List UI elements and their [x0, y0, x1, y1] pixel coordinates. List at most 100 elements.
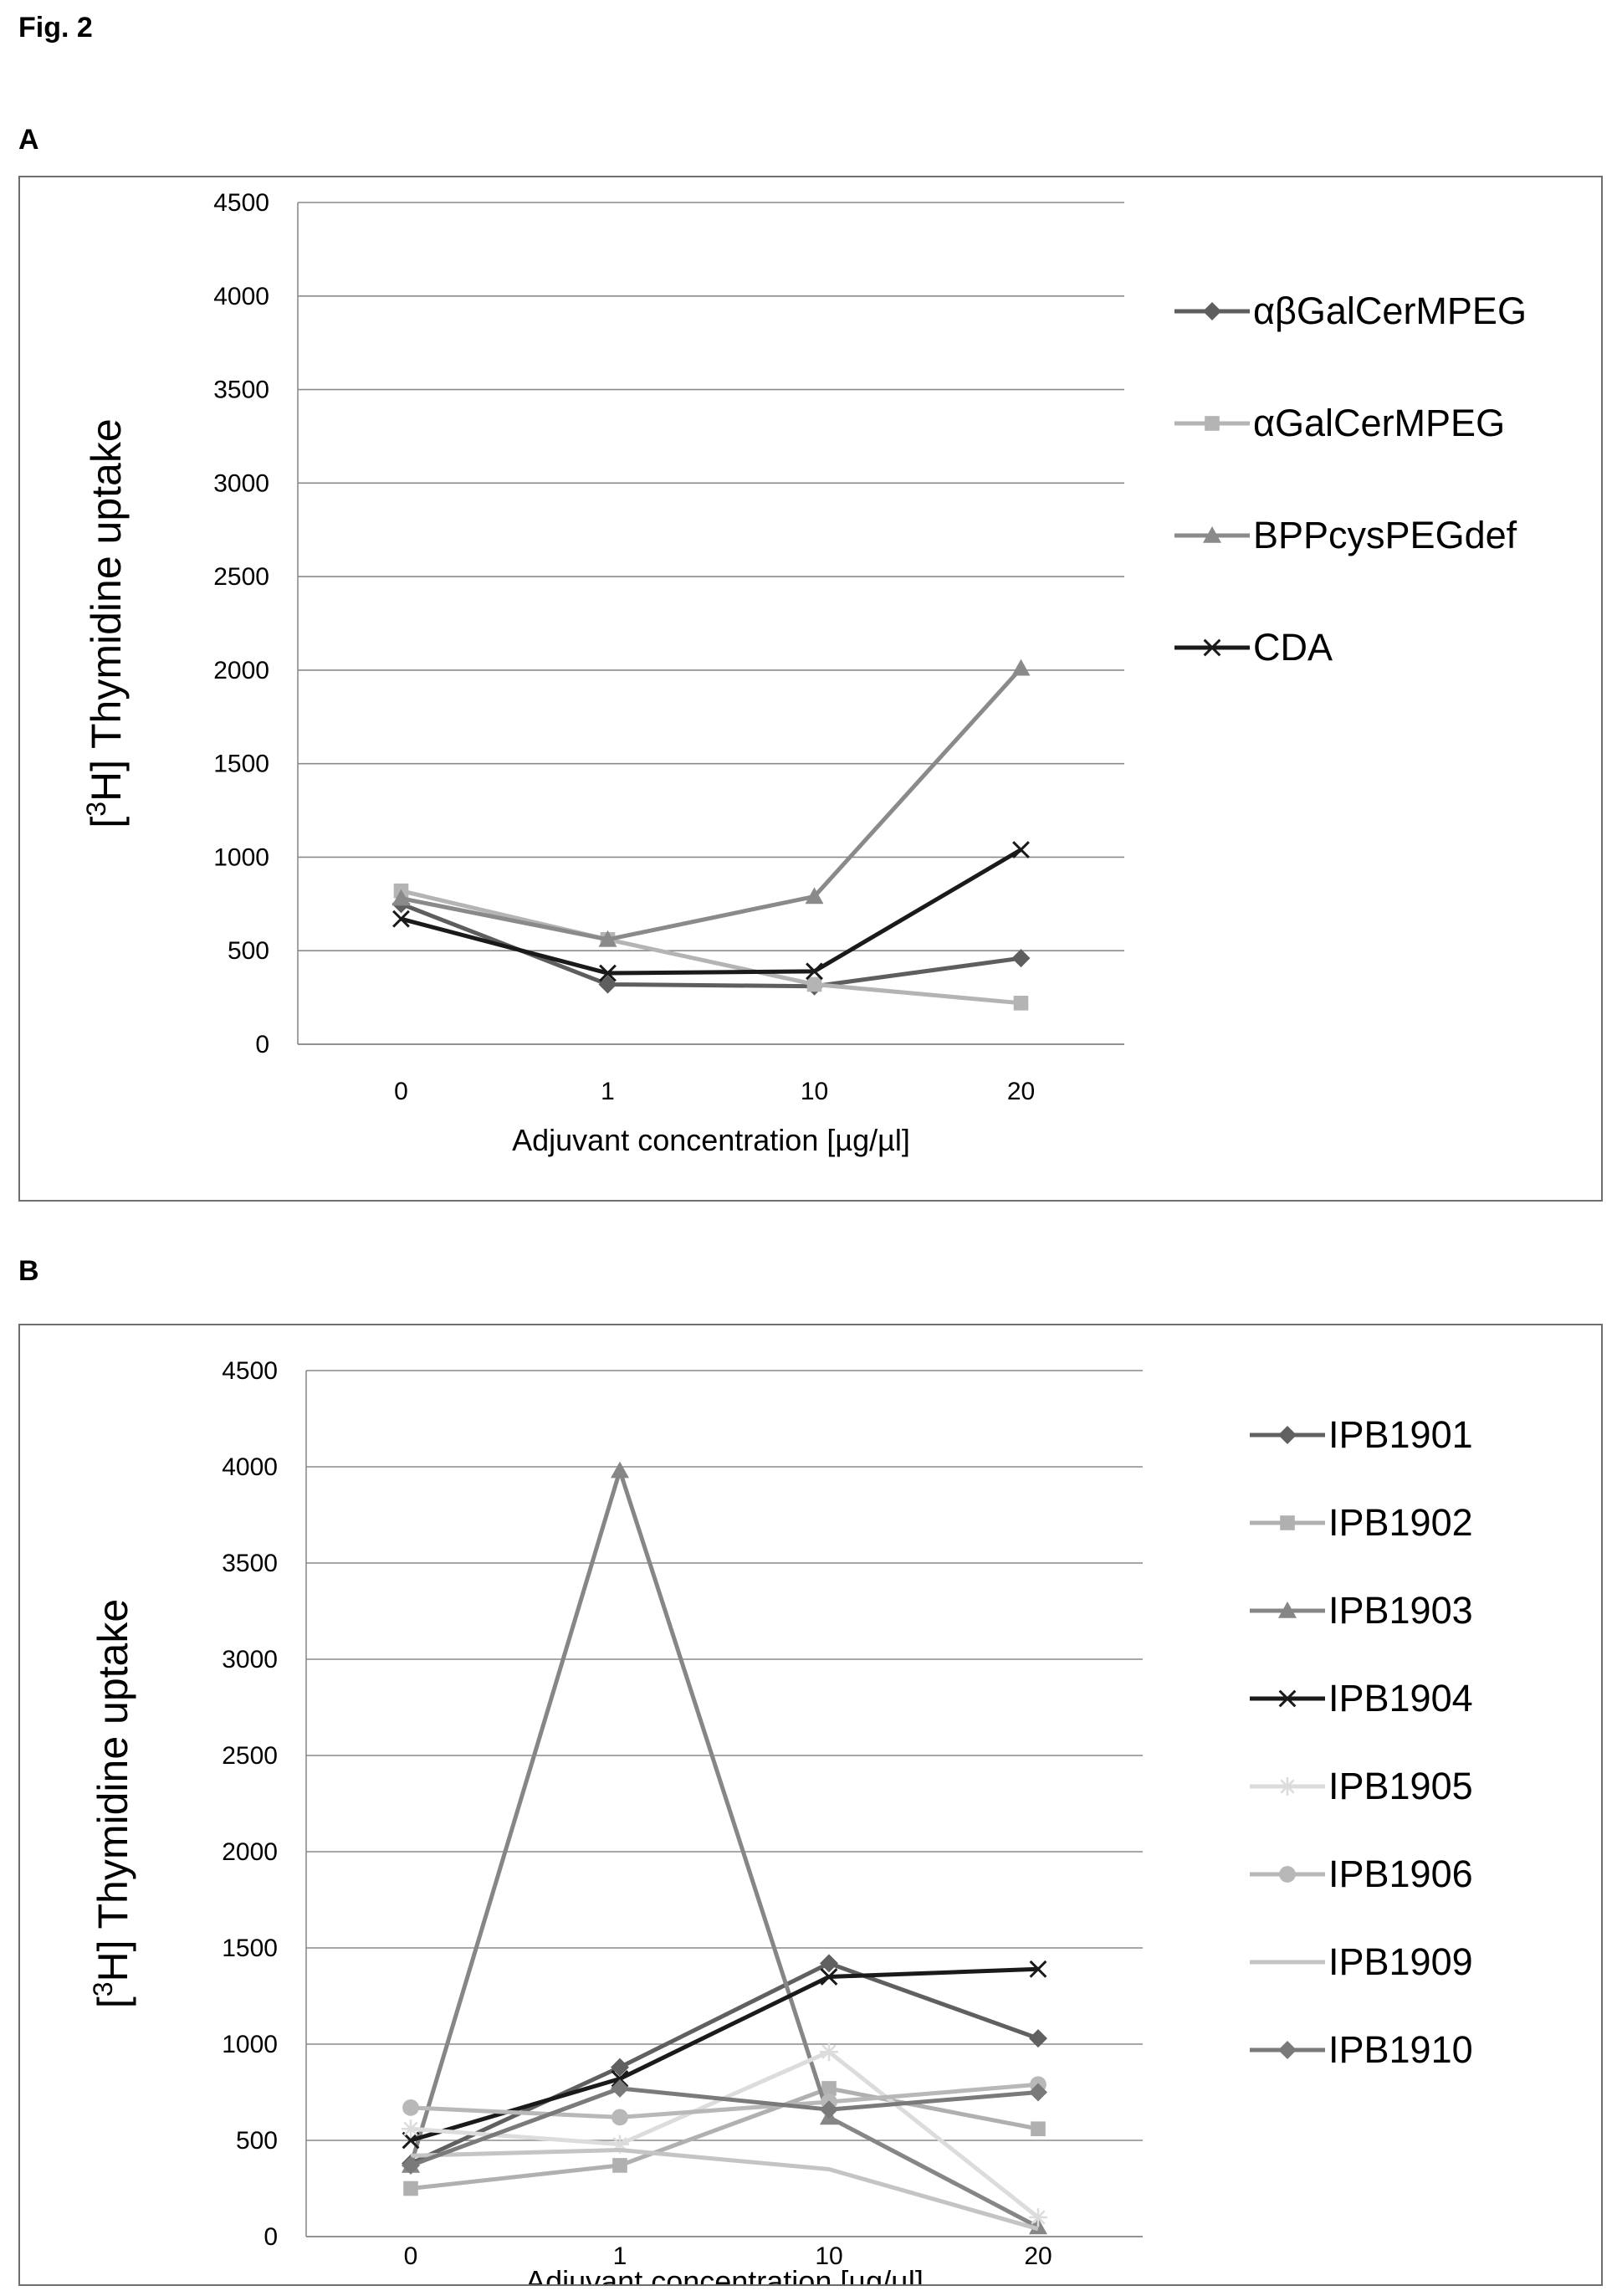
y-tick-label: 3500 [222, 1550, 278, 1577]
x-tick-label: 0 [394, 1078, 408, 1105]
chart-a-svg: 0 500 1000 1500 2000 2500 3000 3500 4000 4500 0 1 10… [81, 189, 1527, 1157]
y-tick-label: 4000 [213, 283, 269, 310]
y-axis-title-part: H] Thymidine uptake [83, 418, 130, 802]
legend-entry: αβGalCerMPEG [1174, 290, 1527, 332]
series-line [408, 1468, 1040, 2229]
data-point [611, 2109, 628, 2126]
series-CDA [392, 841, 1030, 982]
y-tick-label: 1500 [213, 751, 269, 778]
data-point [402, 2099, 419, 2116]
legend-marker [1278, 1602, 1297, 1618]
y-tick-label: 1000 [213, 843, 269, 871]
series-line [410, 2049, 1040, 2219]
series-line [400, 848, 1022, 976]
data-point [598, 975, 617, 994]
data-point [806, 962, 823, 981]
data-point [806, 976, 822, 992]
y-tick-label: 3000 [222, 1646, 278, 1673]
grid-lines [298, 202, 1124, 1045]
legend-label: IPB1905 [1328, 1765, 1473, 1807]
data-point [611, 2135, 629, 2154]
data-point [821, 2081, 837, 2096]
panel-label-b: B [18, 1255, 39, 1287]
legend-label: IPB1904 [1328, 1677, 1473, 1719]
legend-label: αGalCerMPEG [1253, 402, 1505, 444]
y-tick-label: 4500 [213, 189, 269, 217]
data-point [820, 1954, 838, 1973]
legend-marker [1203, 526, 1221, 543]
series-line [410, 2082, 1039, 2119]
chart-panel-b: 0 500 1000 1500 2000 2500 3000 3500 4000 4500 0 1 10… [18, 1324, 1603, 2296]
y-tick-label: 500 [228, 937, 269, 965]
data-point [1029, 2208, 1047, 2227]
legend-label: IPB1910 [1328, 2028, 1473, 2071]
x-axis-title: Adjuvant concentration [µg/µl] [525, 2264, 924, 2284]
legend-marker [1279, 1866, 1296, 1883]
x-tick-label: 10 [801, 1078, 828, 1105]
legend-marker [1278, 2041, 1297, 2059]
series-line [400, 889, 1021, 1006]
legend-entry: IPB1903 [1250, 1589, 1473, 1632]
data-point [611, 2069, 629, 2088]
y-axis-title-part: [ [90, 1996, 136, 2008]
legend-entry: IPB1905 [1250, 1765, 1473, 1807]
x-tick-label: 20 [1007, 1078, 1035, 1105]
series-IPB1903 [402, 1461, 1047, 2235]
chart-panel-a: 0 500 1000 1500 2000 2500 3000 3500 4000 4500 0 1 10… [18, 176, 1603, 1202]
data-point [805, 887, 824, 905]
legend-entry: IPB1909 [1250, 1940, 1473, 1983]
data-point [1012, 841, 1030, 858]
data-point [612, 2158, 627, 2173]
legend-label: IPB1903 [1328, 1589, 1473, 1632]
data-point [1029, 2029, 1047, 2048]
legend-marker [1278, 1426, 1297, 1444]
series-line [410, 2086, 1039, 2191]
data-point [611, 2078, 629, 2098]
legend-marker [1203, 302, 1221, 320]
legend-label: IPB1901 [1328, 1413, 1473, 1456]
series-line [410, 2086, 1039, 2168]
y-axis-title-part: [ [83, 817, 130, 828]
y-tick-label: 3500 [213, 377, 269, 404]
y-tick-label: 2500 [222, 1742, 278, 1770]
series-IPB1909 [410, 2148, 1039, 2232]
data-point [1011, 949, 1031, 968]
series-line [410, 1966, 1039, 2143]
data-point [1029, 1960, 1047, 1978]
y-tick-label: 2000 [213, 657, 269, 684]
data-point [611, 1461, 629, 1479]
y-tick-label: 0 [255, 1031, 269, 1058]
data-point [1011, 659, 1031, 676]
y-tick-label: 2000 [222, 1838, 278, 1866]
data-point [611, 2058, 629, 2077]
legend-marker [1203, 638, 1221, 657]
figure-title: Fig. 2 [18, 12, 93, 44]
legend-label: BPPcysPEGdef [1253, 514, 1517, 556]
legend-entry: IPB1906 [1250, 1853, 1473, 1895]
x-tick-label: 20 [1024, 2242, 1052, 2270]
legend-label: IPB1902 [1328, 1501, 1473, 1544]
series-line [409, 1960, 1039, 2165]
y-tick-label: 3000 [213, 469, 269, 497]
series-line [401, 666, 1023, 942]
legend-entry: IPB1910 [1250, 2028, 1473, 2071]
data-point [403, 2181, 418, 2196]
data-point [820, 1968, 838, 1986]
y-tick-label: 500 [236, 2127, 278, 2155]
x-tick-label: 1 [613, 2242, 627, 2270]
data-point [1031, 2121, 1046, 2136]
legend-entry: IPB1904 [1250, 1677, 1473, 1719]
series-αGalCerMPEG [393, 883, 1029, 1011]
y-axis-title-superscript: 3 [81, 802, 111, 817]
y-axis-title-part: H] Thymidine uptake [90, 1599, 136, 1982]
y-tick-label: 1500 [222, 1935, 278, 1962]
y-tick-label: 0 [264, 2223, 278, 2251]
legend-entry: αGalCerMPEG [1174, 402, 1505, 444]
legend-marker [1278, 1689, 1297, 1708]
y-tick-label: 4500 [222, 1357, 278, 1385]
y-axis-title: [3H] Thymidine uptake [88, 1599, 136, 2008]
data-point [599, 964, 617, 982]
legend-marker [1278, 1777, 1297, 1796]
data-point [820, 2042, 838, 2062]
x-tick-label: 1 [601, 1078, 615, 1105]
